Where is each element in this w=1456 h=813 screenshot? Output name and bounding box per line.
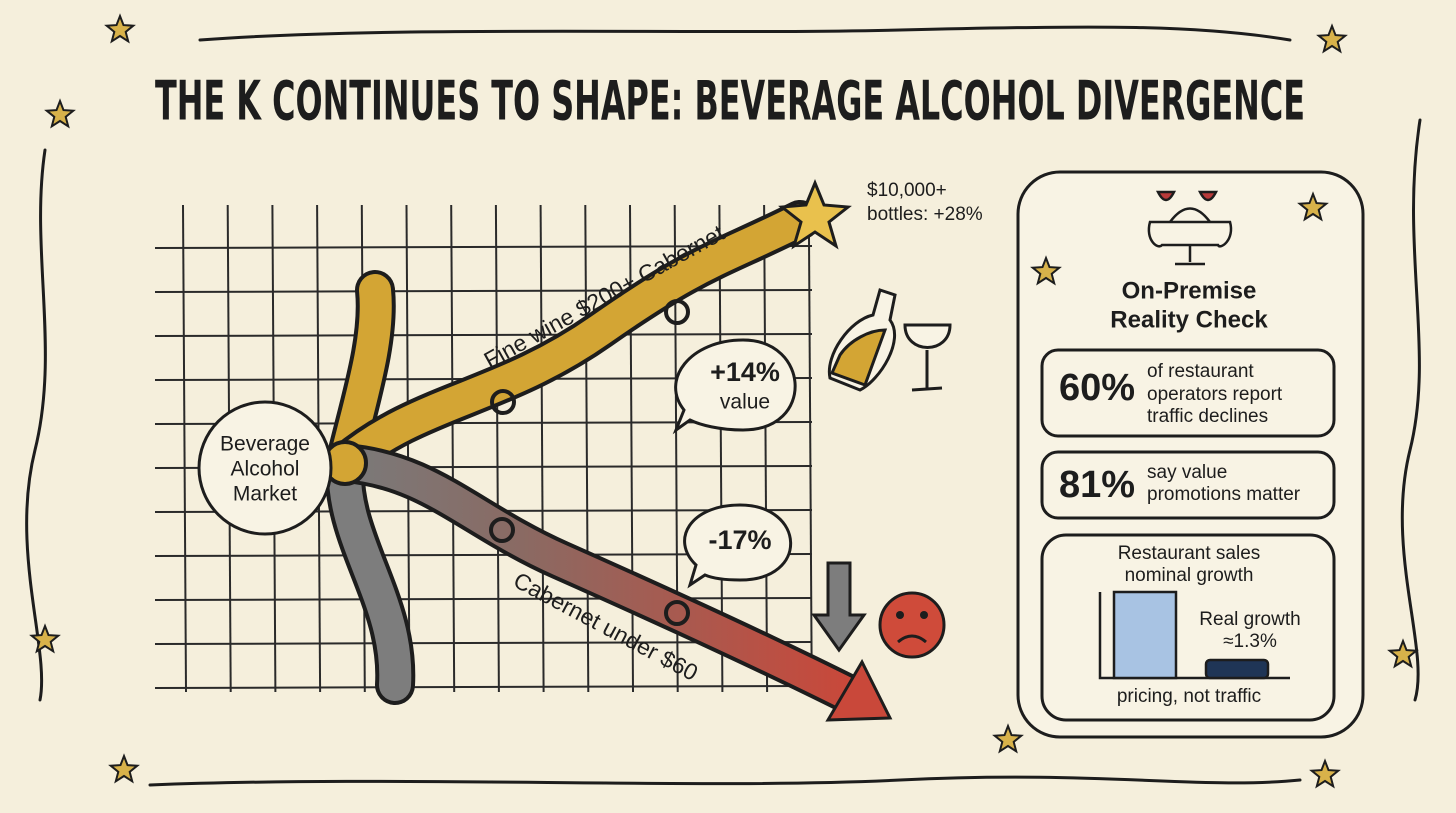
- grid-line: [405, 204, 411, 693]
- champagne: [827, 288, 952, 392]
- sad-face: [878, 591, 946, 659]
- panel-title: Reality Check: [1110, 306, 1268, 333]
- star-decoration: [1387, 638, 1419, 669]
- star-decoration: [992, 723, 1024, 754]
- grid-line: [154, 333, 813, 337]
- stat-text: of restaurant: [1147, 361, 1254, 382]
- star: [778, 179, 852, 250]
- grid-line: [763, 204, 769, 693]
- star-decoration: [108, 753, 140, 784]
- decoration: [29, 13, 1419, 789]
- table-icon: [1147, 190, 1233, 266]
- grid-line: [154, 685, 813, 689]
- growth-footer: pricing, not traffic: [1117, 686, 1261, 707]
- grid-line: [539, 204, 545, 693]
- callout: bottles: +28%: [867, 204, 983, 225]
- bubble-label: value: [720, 391, 770, 414]
- stat-figure: 60%: [1059, 367, 1135, 409]
- panel-title: On-Premise: [1122, 277, 1257, 304]
- star-decoration: [44, 98, 76, 129]
- real-growth: Real growth: [1199, 609, 1300, 630]
- hub-label: Beverage: [220, 433, 310, 456]
- stat-box: [1040, 348, 1336, 438]
- real-growth: ≈1.3%: [1223, 631, 1277, 652]
- stat-text: say value: [1147, 462, 1227, 483]
- star-decoration: [1297, 191, 1329, 222]
- growth-heading: Restaurant sales: [1118, 543, 1261, 564]
- star-decoration: [29, 623, 61, 654]
- stat-figure: 81%: [1059, 464, 1135, 506]
- down-arrow: [811, 561, 867, 653]
- hub-label: Alcohol: [231, 458, 300, 481]
- growth-heading: nominal growth: [1125, 565, 1254, 586]
- stat-text: promotions matter: [1147, 484, 1301, 505]
- speech-bubble: [683, 503, 793, 589]
- star-decoration: [1309, 758, 1341, 789]
- growth-bars: [1098, 590, 1290, 680]
- grid-line: [584, 204, 590, 693]
- grid-line: [450, 204, 456, 693]
- bubble-figure: -17%: [708, 525, 771, 555]
- grid-line: [154, 289, 813, 293]
- star-decoration: [104, 13, 136, 44]
- border: [25, 25, 1422, 787]
- stat-box: [1040, 450, 1336, 520]
- grid-line: [182, 204, 187, 693]
- star-decoration: [1316, 23, 1348, 54]
- hub-label: Market: [233, 483, 297, 506]
- stat-text: traffic declines: [1147, 406, 1268, 427]
- grid-line: [718, 204, 724, 693]
- k-branches: [322, 200, 893, 722]
- speech-bubble: [672, 338, 797, 435]
- bubble-figure: +14%: [710, 357, 780, 387]
- title: THE K CONTINUES TO SHAPE: BEVERAGE ALCOH…: [155, 70, 1305, 133]
- callout: $10,000+: [867, 180, 947, 201]
- star-decoration: [1030, 255, 1062, 286]
- grid-line: [154, 597, 813, 601]
- hub-circle: [197, 400, 333, 536]
- stat-text: operators report: [1147, 384, 1283, 405]
- grid-line: [494, 204, 500, 693]
- grid-line: [807, 204, 813, 693]
